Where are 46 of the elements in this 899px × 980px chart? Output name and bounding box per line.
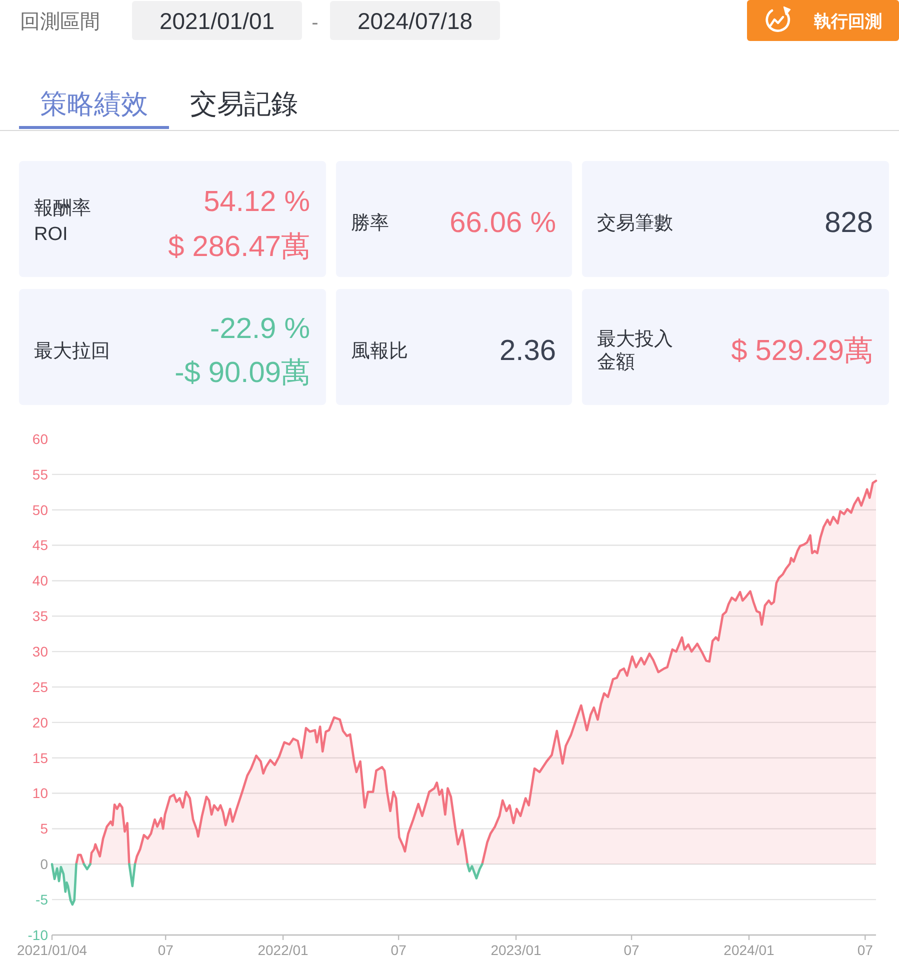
x-tick-label: 2021/01/04 — [16, 942, 88, 958]
x-tick-label: 07 — [158, 942, 174, 958]
x-tick-label: 2022/01 — [258, 942, 309, 958]
y-tick-label: 45 — [32, 537, 48, 554]
x-tick-label: 07 — [624, 942, 640, 958]
text: 回測區間 — [20, 11, 100, 33]
x-tick-label: 2024/01 — [724, 942, 774, 958]
y-tick-label: 10 — [32, 785, 48, 802]
text: $ 286.47萬 — [168, 231, 310, 263]
y-tick-label: 50 — [32, 502, 48, 518]
text: 執行回測 — [813, 12, 882, 31]
text: ROI — [34, 224, 68, 245]
text: 最大投入 — [597, 329, 673, 350]
y-tick-label: 20 — [32, 714, 48, 730]
text: 最大拉回 — [34, 341, 110, 362]
text: - — [312, 12, 318, 34]
text: -$ 90.09萬 — [174, 357, 310, 389]
y-tick-label: 0 — [40, 856, 48, 872]
y-tick-label: -10 — [28, 926, 48, 943]
text: 66.06 % — [450, 207, 556, 239]
text: 策略績效 — [40, 89, 148, 119]
text: -22.9 % — [210, 313, 310, 345]
y-tick-label: 5 — [40, 820, 48, 837]
y-tick-label: -5 — [36, 891, 48, 908]
x-tick-label: 07 — [857, 942, 874, 958]
text: 2021/01/01 — [159, 8, 275, 34]
text: $ 529.29萬 — [731, 335, 873, 367]
text: 54.12 % — [204, 186, 310, 218]
text: 交易記錄 — [190, 89, 298, 119]
text: 2024/07/18 — [357, 8, 473, 34]
text: 風報比 — [351, 341, 408, 362]
text: 金額 — [597, 352, 635, 373]
y-tick-label: 60 — [32, 430, 48, 447]
x-tick-label: 2023/01 — [490, 942, 542, 958]
y-tick-label: 40 — [32, 572, 48, 589]
y-tick-label: 55 — [32, 466, 48, 482]
y-tick-label: 15 — [32, 750, 48, 766]
x-tick-label: 07 — [390, 942, 407, 958]
text: 勝率 — [351, 212, 389, 234]
text: 報酬率 — [34, 197, 91, 219]
y-tick-label: 30 — [32, 643, 48, 660]
text: 交易筆數 — [597, 212, 673, 234]
text: 828 — [824, 207, 873, 239]
text: 2.36 — [500, 335, 556, 367]
y-tick-label: 25 — [32, 678, 48, 695]
y-tick-label: 35 — [32, 608, 48, 624]
